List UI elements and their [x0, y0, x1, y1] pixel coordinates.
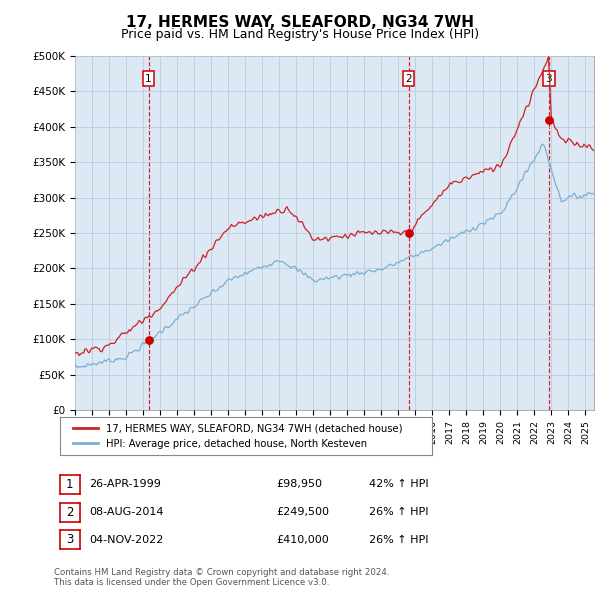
Text: Price paid vs. HM Land Registry's House Price Index (HPI): Price paid vs. HM Land Registry's House … — [121, 28, 479, 41]
Text: 1: 1 — [145, 74, 152, 84]
Text: £249,500: £249,500 — [276, 507, 329, 517]
Point — [144, 335, 154, 345]
Text: 17, HERMES WAY, SLEAFORD, NG34 7WH: 17, HERMES WAY, SLEAFORD, NG34 7WH — [126, 15, 474, 30]
Point — [544, 115, 554, 124]
Text: £98,950: £98,950 — [276, 480, 322, 489]
Text: 2: 2 — [66, 506, 74, 519]
Legend: 17, HERMES WAY, SLEAFORD, NG34 7WH (detached house), HPI: Average price, detache: 17, HERMES WAY, SLEAFORD, NG34 7WH (deta… — [69, 420, 406, 453]
Text: 3: 3 — [545, 74, 552, 84]
Text: £410,000: £410,000 — [276, 535, 329, 545]
Text: 26% ↑ HPI: 26% ↑ HPI — [369, 535, 428, 545]
Point — [404, 229, 413, 238]
Text: 04-NOV-2022: 04-NOV-2022 — [89, 535, 163, 545]
Text: Contains HM Land Registry data © Crown copyright and database right 2024.
This d: Contains HM Land Registry data © Crown c… — [54, 568, 389, 587]
Text: 42% ↑ HPI: 42% ↑ HPI — [369, 480, 428, 489]
Text: 08-AUG-2014: 08-AUG-2014 — [89, 507, 163, 517]
Text: 2: 2 — [405, 74, 412, 84]
Text: 26% ↑ HPI: 26% ↑ HPI — [369, 507, 428, 517]
Text: 3: 3 — [66, 533, 74, 546]
Text: 1: 1 — [66, 478, 74, 491]
Text: 26-APR-1999: 26-APR-1999 — [89, 480, 161, 489]
